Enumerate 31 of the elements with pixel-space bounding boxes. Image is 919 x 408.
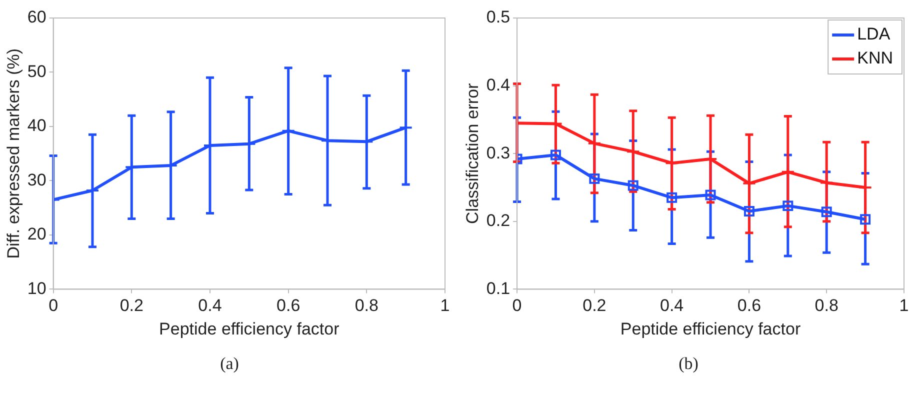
y-tick-label: 30 <box>27 170 46 190</box>
y-tick-label: 0.4 <box>486 75 510 94</box>
x-tick-label: 0.8 <box>814 296 838 316</box>
x-tick-label: 0.2 <box>582 296 606 316</box>
y-tick-label: 40 <box>27 116 46 136</box>
x-tick-label: 0.6 <box>737 296 762 316</box>
y-tick-label: 0.2 <box>486 211 510 230</box>
x-tick-label: 0.8 <box>354 296 378 316</box>
legend-label: KNN <box>857 48 894 68</box>
y-tick-label: 0.1 <box>486 278 510 298</box>
x-tick-label: 1 <box>899 296 909 316</box>
x-tick-label: 0 <box>48 296 58 316</box>
y-axis-title: Diff. expressed markers (%) <box>4 48 23 259</box>
x-tick-label: 0.2 <box>120 296 144 316</box>
y-tick-label: 50 <box>27 62 46 81</box>
x-axis-title: Peptide efficiency factor <box>159 319 340 338</box>
x-tick-label: 0.4 <box>660 296 684 316</box>
y-tick-label: 20 <box>27 224 46 244</box>
text: (a) <box>219 354 240 374</box>
x-axis-title: Peptide efficiency factor <box>620 319 801 338</box>
x-tick-label: 1 <box>440 296 450 316</box>
x-tick-label: 0.4 <box>198 296 222 316</box>
legend-label: LDA <box>857 24 891 44</box>
y-tick-label: 0.5 <box>486 8 510 27</box>
x-tick-label: 0 <box>512 296 522 316</box>
text: (b) <box>678 354 700 374</box>
y-tick-label: 10 <box>27 278 46 298</box>
y-tick-label: 0.3 <box>486 143 510 162</box>
y-axis-title: Classification error <box>462 82 482 224</box>
x-tick-label: 0.6 <box>276 296 300 316</box>
y-tick-label: 60 <box>27 8 46 27</box>
